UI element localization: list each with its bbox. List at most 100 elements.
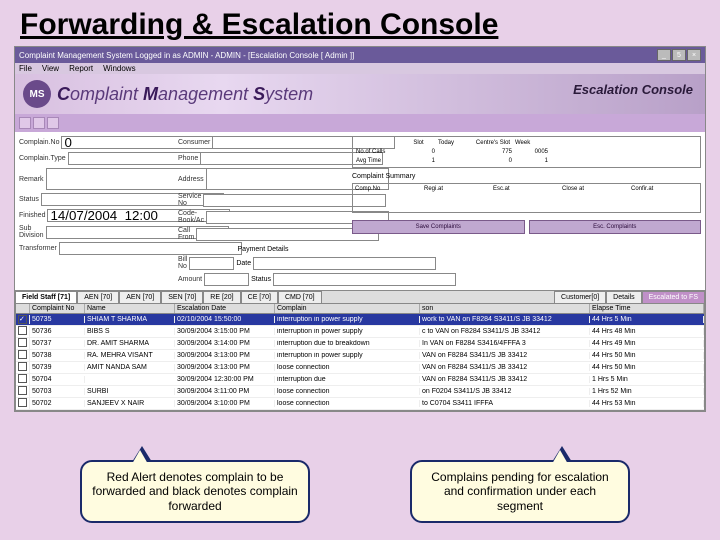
- amount-label: Amount: [178, 276, 202, 283]
- service-label: Service No: [178, 193, 201, 207]
- cell-name: DR. AMIT SHARMA: [85, 340, 175, 347]
- row-checkbox[interactable]: [18, 338, 27, 347]
- callfrom-label: Call From: [178, 227, 194, 241]
- amount-input[interactable]: [204, 273, 249, 286]
- tabs: Field Staff [71] AEN [70] AEN [70] SEN […: [15, 290, 705, 303]
- stats-hdr-slot: Slot: [401, 139, 436, 147]
- row-checkbox[interactable]: [18, 350, 27, 359]
- stats-hdr-cslot: Centre's Slot: [473, 139, 513, 147]
- table-row[interactable]: 50737DR. AMIT SHARMA30/09/2004 3:14:00 P…: [16, 338, 704, 350]
- cell-date: 30/09/2004 3:10:00 PM: [175, 400, 275, 407]
- form-area: Complain.NoSel… Complain.Type Remark Sta…: [15, 132, 705, 290]
- row-checkbox[interactable]: [18, 374, 27, 383]
- cell-complain: interruption in power supply: [275, 352, 420, 359]
- cell-date: 30/09/2004 3:15:00 PM: [175, 328, 275, 335]
- tab-sen[interactable]: SEN [70]: [161, 291, 203, 303]
- th-name: Name: [85, 304, 175, 313]
- row-checkbox[interactable]: [18, 315, 27, 324]
- maximize-button[interactable]: 5: [672, 49, 686, 61]
- cell-son: VAN on F8284 S3411/S JB 33412: [420, 376, 590, 383]
- cell-complaintno: 50737: [30, 340, 85, 347]
- cell-elapse: 44 Hrs 53 Min: [590, 400, 704, 407]
- table-row[interactable]: 50735SHIAM T SHARMA02/10/2004 15:50:00in…: [16, 314, 704, 326]
- banner-title: Complaint Management System: [57, 84, 313, 105]
- row-checkbox[interactable]: [18, 398, 27, 407]
- subdiv-label: Sub Division: [19, 225, 44, 239]
- th-check: [16, 304, 30, 313]
- cell-son: to C0704 S3411 IFFFA: [420, 400, 590, 407]
- cell-name: SURBI: [85, 388, 175, 395]
- table-row[interactable]: 5070430/09/2004 12:30:00 PMinterruption …: [16, 374, 704, 386]
- complaint-type-label: Complain.Type: [19, 155, 66, 162]
- menu-view[interactable]: View: [42, 64, 59, 73]
- cell-complaintno: 50704: [30, 376, 85, 383]
- tab-escalated[interactable]: Escalated to FS: [642, 291, 705, 303]
- summary-box: Comp.No Regi.at Esc.at Close at Confir.a…: [352, 183, 701, 213]
- cell-date: 30/09/2004 3:14:00 PM: [175, 340, 275, 347]
- window-title: Complaint Management System Logged in as…: [19, 51, 354, 60]
- menu-file[interactable]: File: [19, 64, 32, 73]
- menu-windows[interactable]: Windows: [103, 64, 135, 73]
- cell-elapse: 1 Hrs 5 Min: [590, 376, 704, 383]
- tab-details[interactable]: Details: [606, 291, 641, 303]
- table-row[interactable]: 50736BIBS S30/09/2004 3:15:00 PMinterrup…: [16, 326, 704, 338]
- complaints-table: Complaint No Name Escalation Date Compla…: [15, 303, 705, 411]
- cell-complaintno: 50736: [30, 328, 85, 335]
- status2-label: Status: [251, 276, 271, 283]
- transformer-label: Transformer: [19, 245, 57, 252]
- form-col-1: Complain.NoSel… Complain.Type Remark Sta…: [19, 136, 174, 286]
- table-row[interactable]: 50738RA. MEHRA VISANT30/09/2004 3:13:00 …: [16, 350, 704, 362]
- tab-re[interactable]: RE [20]: [203, 291, 240, 303]
- row-checkbox[interactable]: [18, 362, 27, 371]
- tab-ce[interactable]: CE [70]: [241, 291, 278, 303]
- table-row[interactable]: 50702SANJEEV X NAIR30/09/2004 3:10:00 PM…: [16, 398, 704, 410]
- toolbar-btn-3[interactable]: [47, 117, 59, 129]
- esc-complaints-button[interactable]: Esc. Complaints: [529, 220, 702, 234]
- row-checkbox[interactable]: [18, 386, 27, 395]
- billno-label: Bill No: [178, 256, 187, 270]
- tab-cmd[interactable]: CMD [70]: [278, 291, 322, 303]
- stats-avgtime-cslot: 0: [473, 157, 513, 165]
- cell-son: work to VAN on F8284 S3411/S JB 33412: [420, 316, 590, 323]
- sum-closeat: Close at: [562, 186, 629, 192]
- tab-fieldstaff[interactable]: Field Staff [71]: [15, 291, 77, 303]
- tab-aen2[interactable]: AEN [70]: [119, 291, 161, 303]
- th-complaintno: Complaint No: [30, 304, 85, 313]
- stats-nocalls-label: No.of Calls: [355, 148, 400, 156]
- finished-label: Finished: [19, 212, 45, 219]
- callout-pending: Complains pending for escalation and con…: [410, 460, 630, 523]
- stats-hdr-today: Today: [437, 139, 472, 147]
- cell-name: SHIAM T SHARMA: [85, 316, 175, 323]
- minimize-button[interactable]: _: [657, 49, 671, 61]
- close-button[interactable]: ×: [687, 49, 701, 61]
- date-label: Date: [236, 260, 251, 267]
- app-window: Complaint Management System Logged in as…: [14, 46, 706, 412]
- cell-son: In VAN on F8284 S3416/4FFFA 3: [420, 340, 590, 347]
- toolbar-btn-2[interactable]: [33, 117, 45, 129]
- billno-input[interactable]: [189, 257, 234, 270]
- form-col-2: Consumer Phone Address Service No Code-B…: [178, 136, 348, 286]
- complaint-no-label: Complain.No: [19, 139, 59, 146]
- table-row[interactable]: 50703SURBI30/09/2004 3:11:00 PMloose con…: [16, 386, 704, 398]
- cell-name: AMIT NANDA SAM: [85, 364, 175, 371]
- th-son: son: [420, 304, 590, 313]
- stats-avgtime-week: 1: [514, 157, 549, 165]
- cell-son: VAN on F8284 S3411/S JB 33412: [420, 352, 590, 359]
- phone-label: Phone: [178, 155, 198, 162]
- menu-report[interactable]: Report: [69, 64, 93, 73]
- callout-red-alert-text: Red Alert denotes complain to be forward…: [92, 470, 297, 513]
- cell-elapse: 1 Hrs 52 Min: [590, 388, 704, 395]
- stats-nocalls-week: 0005: [514, 148, 549, 156]
- toolbar-strip: [15, 114, 705, 132]
- toolbar-btn-1[interactable]: [19, 117, 31, 129]
- table-row[interactable]: 50739AMIT NANDA SAM30/09/2004 3:13:00 PM…: [16, 362, 704, 374]
- row-checkbox[interactable]: [18, 326, 27, 335]
- cell-elapse: 44 Hrs 48 Min: [590, 328, 704, 335]
- cell-elapse: 44 Hrs 50 Min: [590, 352, 704, 359]
- tab-customer[interactable]: Customer[0]: [554, 291, 606, 303]
- cell-complain: interruption in power supply: [275, 328, 420, 335]
- save-complaints-button[interactable]: Save Complaints: [352, 220, 525, 234]
- table-header: Complaint No Name Escalation Date Compla…: [16, 304, 704, 314]
- tab-aen[interactable]: AEN [70]: [77, 291, 119, 303]
- cell-complaintno: 50702: [30, 400, 85, 407]
